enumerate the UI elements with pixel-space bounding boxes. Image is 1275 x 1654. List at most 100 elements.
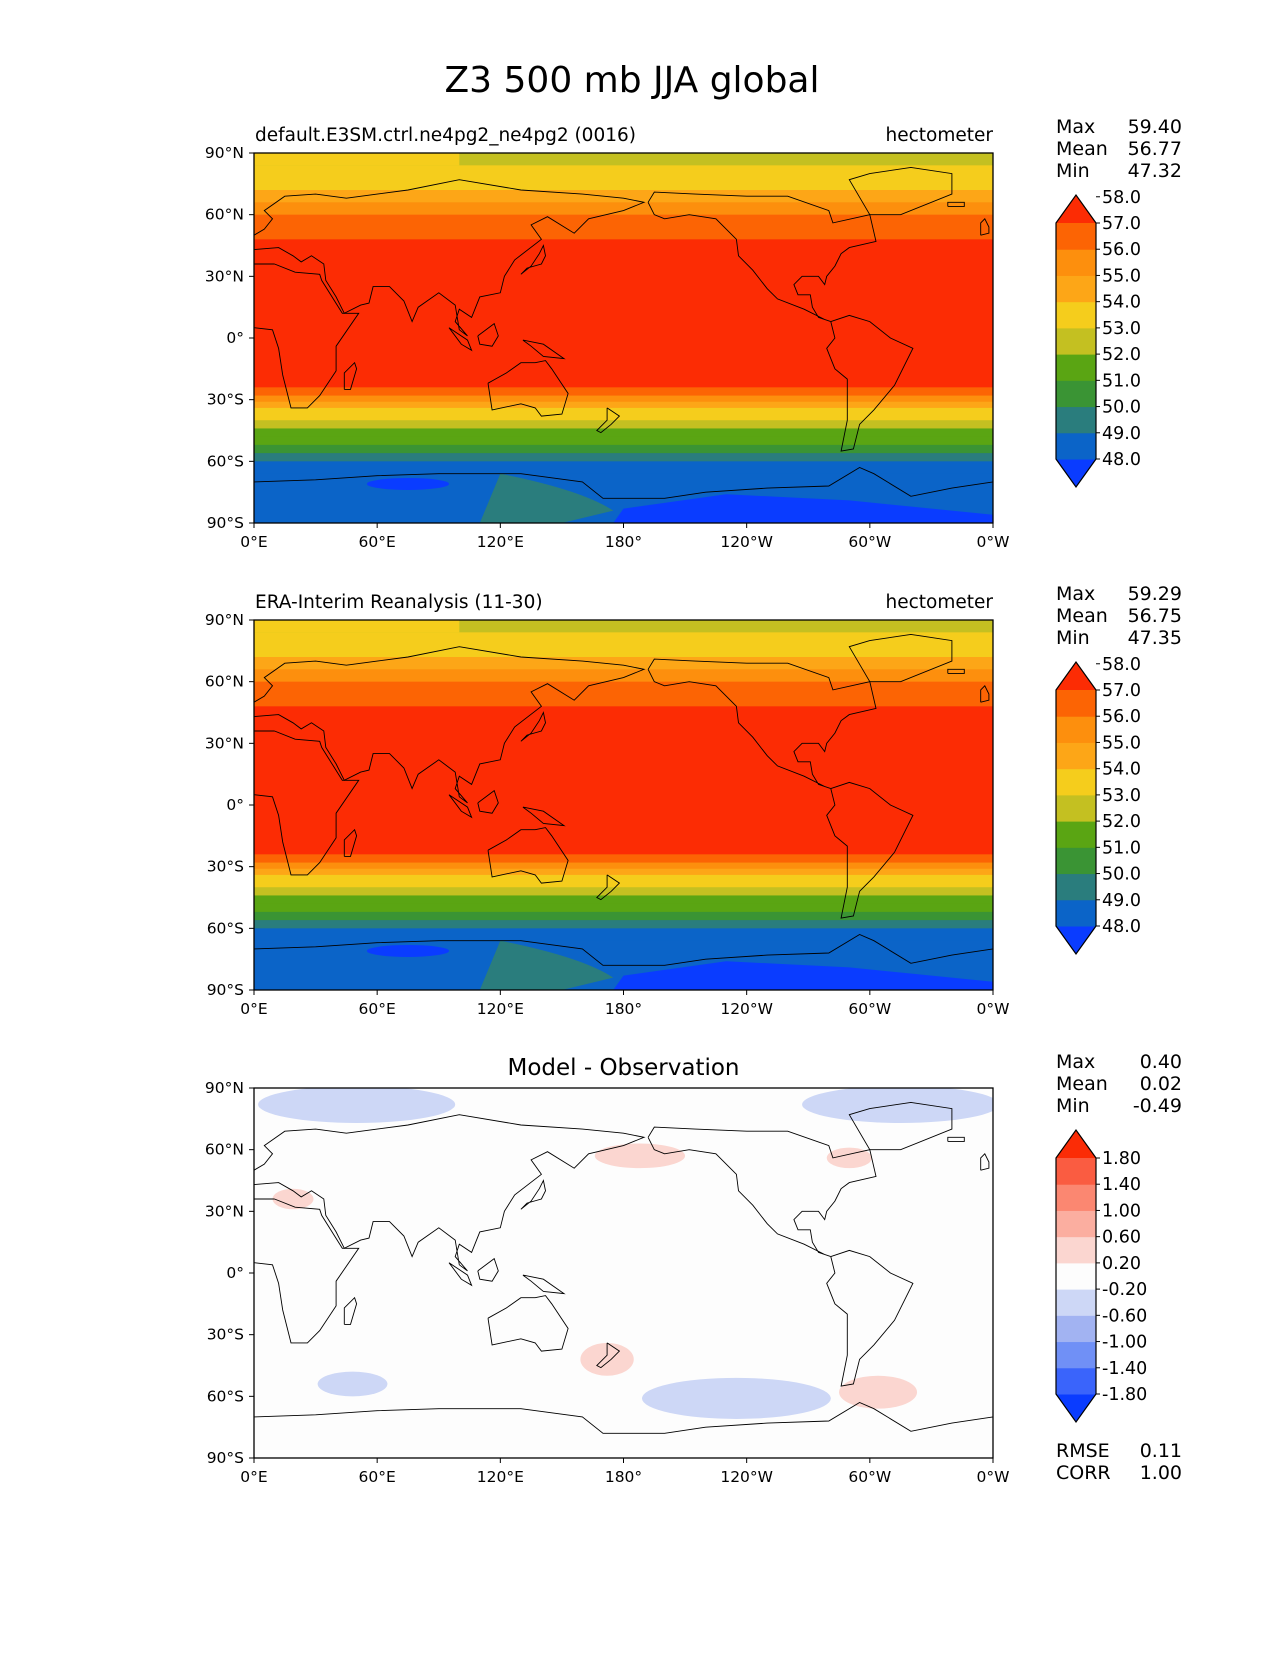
coastline xyxy=(647,658,877,790)
coastline xyxy=(254,179,646,337)
coastline xyxy=(826,314,914,452)
contour-band xyxy=(254,264,993,376)
stat-label-mean: Mean xyxy=(1056,1073,1108,1095)
colorbar-segment xyxy=(1056,1184,1096,1211)
anomaly-region xyxy=(258,1088,456,1123)
contour-band xyxy=(254,153,460,166)
coastline xyxy=(343,828,358,857)
stat-value-max: 0.40 xyxy=(1140,1051,1182,1073)
stat-label-min: Min xyxy=(1056,160,1090,182)
lon-tick-label: 120°E xyxy=(477,1000,524,1018)
coastline xyxy=(947,1136,965,1142)
lon-tick-label: 60°E xyxy=(359,1000,396,1018)
contour-band xyxy=(254,895,993,905)
map-panel-1: default.E3SM.ctrl.ne4pg2_ne4pg2 (0016) he… xyxy=(205,116,1182,551)
colorbar-tick-label: 56.0 xyxy=(1102,240,1141,260)
coastline xyxy=(596,874,621,901)
coastline xyxy=(254,646,646,804)
panel-units: hectometer xyxy=(886,592,994,613)
lon-tick-label: 60°E xyxy=(359,1468,396,1486)
figure-title: Z3 500 mb JJA global xyxy=(445,60,820,101)
colorbar-extend-min xyxy=(1056,459,1096,487)
contour-band xyxy=(254,881,993,888)
stat-label-corr: CORR xyxy=(1056,1462,1111,1484)
colorbar-segment xyxy=(1056,742,1096,770)
lon-tick-label: 120°E xyxy=(477,533,524,551)
coastline xyxy=(522,1274,566,1295)
stat-value-min: 47.32 xyxy=(1128,160,1182,182)
coastline xyxy=(647,1126,877,1258)
coastline xyxy=(980,1153,990,1171)
contour-band xyxy=(254,887,993,897)
lon-tick-label: 180° xyxy=(605,1000,642,1018)
anomaly-region xyxy=(839,1375,918,1409)
colorbar-extend-max xyxy=(1056,195,1096,223)
colorbar-tick-label: 55.0 xyxy=(1102,266,1141,286)
colorbar-segment xyxy=(1056,354,1096,381)
contour-band xyxy=(254,632,993,646)
coastline xyxy=(254,466,993,499)
lat-tick-label: 30°S xyxy=(207,1326,244,1344)
lat-tick-label: 30°S xyxy=(207,858,244,876)
coastline xyxy=(487,1295,569,1352)
colorbar-segment xyxy=(1056,899,1096,927)
contour-band xyxy=(254,190,993,203)
lat-tick-label: 90°S xyxy=(207,981,244,999)
stat-value-max: 59.40 xyxy=(1128,116,1182,138)
colorbar-tick-label: 52.0 xyxy=(1102,812,1141,832)
colorbar-tick-label: 0.20 xyxy=(1102,1254,1141,1274)
coastline xyxy=(947,201,965,207)
contour-band xyxy=(254,928,993,942)
colorbar-extend-min xyxy=(1056,1394,1096,1422)
colorbar-segment xyxy=(1056,847,1096,875)
contour-band xyxy=(254,694,993,707)
colorbar-extend-min xyxy=(1056,926,1096,954)
colorbar-tick-label: -0.20 xyxy=(1102,1280,1147,1300)
stat-label-mean: Mean xyxy=(1056,138,1108,160)
coastline xyxy=(520,244,546,275)
contour-band xyxy=(479,940,614,990)
colorbar-tick-label: 54.0 xyxy=(1102,760,1141,780)
coastline xyxy=(448,327,473,352)
panel-title: Model - Observation xyxy=(507,1055,739,1081)
colorbar-segment xyxy=(1056,1210,1096,1238)
lat-tick-label: 90°S xyxy=(207,1449,244,1467)
lon-tick-label: 0°W xyxy=(977,1468,1010,1486)
coastline xyxy=(522,806,566,827)
lat-tick-label: 90°N xyxy=(205,144,244,162)
contour-band xyxy=(254,620,460,633)
lon-tick-label: 120°W xyxy=(720,1000,773,1018)
colorbar-segment xyxy=(1056,768,1096,796)
lat-tick-label: 0° xyxy=(226,1264,244,1282)
colorbar-tick-label: 54.0 xyxy=(1102,293,1141,313)
map-panel-2: ERA-Interim Reanalysis (11-30) hectometer… xyxy=(205,583,1182,1018)
stat-label-mean: Mean xyxy=(1056,605,1108,627)
map-panel-3: Model - Observation 90°N 60°N 30°N 0° 30°S 60°… xyxy=(205,1051,1182,1486)
colorbar-extend-max xyxy=(1056,662,1096,690)
colorbar-tick-label: 58.0 xyxy=(1102,655,1141,675)
contour-band xyxy=(254,669,993,683)
lon-tick-label: 0°E xyxy=(240,533,267,551)
colorbar-tick-label: -0.60 xyxy=(1102,1306,1147,1326)
contour-band xyxy=(254,706,993,720)
contour-band xyxy=(254,920,993,929)
contour-band xyxy=(254,414,993,421)
colorbar-segment xyxy=(1056,1367,1096,1395)
contour-band xyxy=(479,473,614,523)
stat-value-rmse: 0.11 xyxy=(1140,1440,1182,1462)
coastline xyxy=(254,1114,646,1272)
stat-label-min: Min xyxy=(1056,627,1090,649)
panel-units: hectometer xyxy=(886,125,994,146)
contour-band xyxy=(254,407,993,415)
colorbar-tick-label: 52.0 xyxy=(1102,345,1141,365)
coastline xyxy=(647,191,877,323)
panel-title: ERA-Interim Reanalysis (11-30) xyxy=(255,592,543,613)
lat-tick-label: 90°N xyxy=(205,1079,244,1097)
coastline xyxy=(254,933,993,966)
stat-value-corr: 1.00 xyxy=(1140,1462,1182,1484)
colorbar-segment xyxy=(1056,380,1096,408)
colorbar-segment xyxy=(1056,690,1096,717)
stat-label-max: Max xyxy=(1056,583,1095,605)
contour-band xyxy=(254,862,993,870)
